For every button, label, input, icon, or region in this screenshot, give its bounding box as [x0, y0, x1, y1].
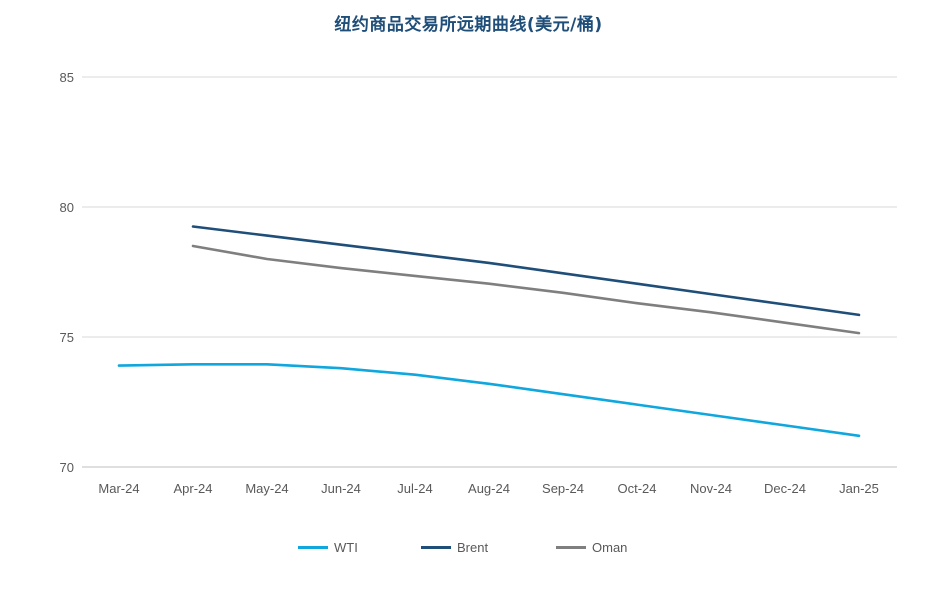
- legend-label: Oman: [592, 540, 628, 555]
- y-tick-label: 85: [60, 70, 74, 85]
- x-axis-ticks: Mar-24 Apr-24 May-24 Jun-24 Jul-24 Aug-24 Sep-…: [98, 481, 878, 496]
- y-tick-label: 75: [60, 330, 74, 345]
- legend-item-oman: Oman: [556, 540, 627, 555]
- x-tick-label: Nov-24: [690, 481, 732, 496]
- legend-label: Brent: [457, 540, 489, 555]
- series-line-wti: [117, 362, 861, 438]
- x-tick-label: May-24: [245, 481, 288, 496]
- x-tick-label: Mar-24: [98, 481, 139, 496]
- y-tick-label: 70: [60, 460, 74, 475]
- legend-swatch: [421, 546, 451, 549]
- x-tick-label: Sep-24: [542, 481, 584, 496]
- gridlines: [82, 76, 897, 468]
- legend: WTI Brent Oman: [0, 540, 937, 560]
- x-tick-label: Apr-24: [173, 481, 212, 496]
- x-tick-label: Jun-24: [321, 481, 361, 496]
- legend-item-wti: WTI: [298, 540, 358, 555]
- legend-swatch: [298, 546, 328, 549]
- x-tick-label: Jul-24: [397, 481, 432, 496]
- series-line-brent: [191, 225, 861, 317]
- x-tick-label: Oct-24: [617, 481, 656, 496]
- series-line-oman: [191, 244, 861, 335]
- legend-item-brent: Brent: [421, 540, 488, 555]
- x-tick-label: Aug-24: [468, 481, 510, 496]
- x-tick-label: Jan-25: [839, 481, 879, 496]
- legend-swatch: [556, 546, 586, 549]
- legend-label: WTI: [334, 540, 358, 555]
- series-lines: [117, 225, 861, 438]
- x-tick-label: Dec-24: [764, 481, 806, 496]
- y-axis-ticks: 70 75 80 85: [60, 70, 74, 475]
- y-tick-label: 80: [60, 200, 74, 215]
- chart-title: 纽约商品交易所远期曲线(美元/桶): [334, 15, 603, 35]
